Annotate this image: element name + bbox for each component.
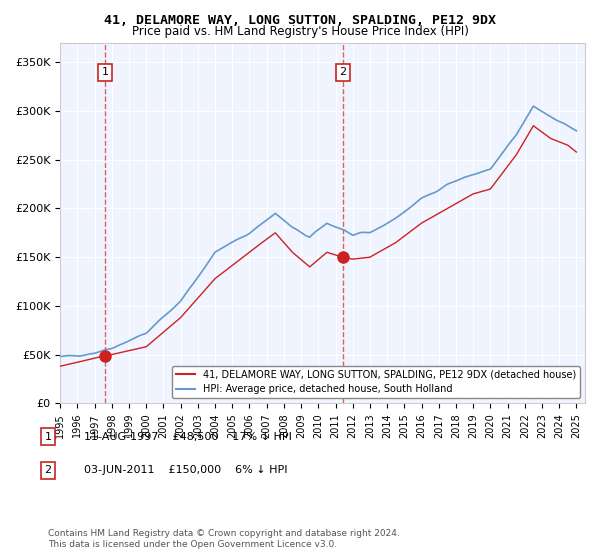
Text: 2: 2 bbox=[44, 465, 52, 475]
Text: 11-AUG-1997    £48,500    17% ↓ HPI: 11-AUG-1997 £48,500 17% ↓ HPI bbox=[84, 432, 292, 442]
Text: 03-JUN-2011    £150,000    6% ↓ HPI: 03-JUN-2011 £150,000 6% ↓ HPI bbox=[84, 465, 287, 475]
Text: 1: 1 bbox=[101, 67, 109, 77]
Text: 2: 2 bbox=[339, 67, 346, 77]
Text: Price paid vs. HM Land Registry's House Price Index (HPI): Price paid vs. HM Land Registry's House … bbox=[131, 25, 469, 38]
Legend: 41, DELAMORE WAY, LONG SUTTON, SPALDING, PE12 9DX (detached house), HPI: Average: 41, DELAMORE WAY, LONG SUTTON, SPALDING,… bbox=[172, 366, 580, 398]
Text: 41, DELAMORE WAY, LONG SUTTON, SPALDING, PE12 9DX: 41, DELAMORE WAY, LONG SUTTON, SPALDING,… bbox=[104, 14, 496, 27]
Text: Contains HM Land Registry data © Crown copyright and database right 2024.
This d: Contains HM Land Registry data © Crown c… bbox=[48, 529, 400, 549]
Text: 1: 1 bbox=[44, 432, 52, 442]
